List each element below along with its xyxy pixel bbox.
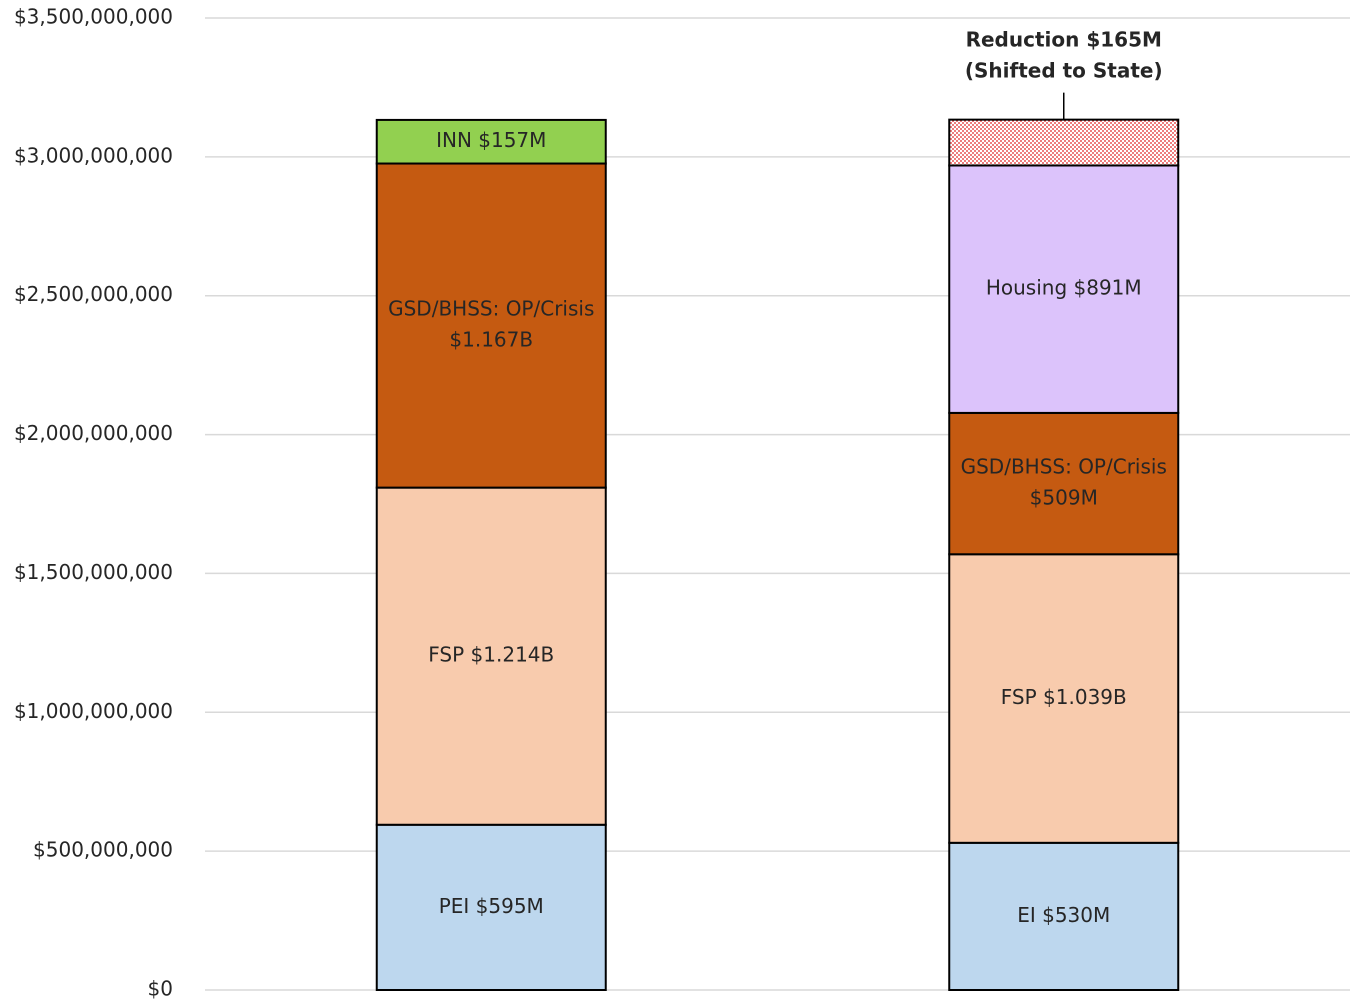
segment-label: (Shifted to State) [965,59,1163,83]
segment-label: $1.167B [449,328,533,352]
segment-label: FSP $1.214B [428,643,554,667]
y-tick-label: $1,500,000,000 [14,560,173,584]
segment-label: PEI $595M [439,894,544,918]
bar-segment [948,841,1180,991]
bar-segment [948,553,1180,844]
segment-label: FSP $1.039B [1001,685,1127,709]
segment-label: Reduction $165M [966,28,1162,52]
segment-label: INN $157M [436,128,546,152]
bar-segment [375,823,607,992]
bar-segment [948,118,1180,167]
bar-segment [375,162,607,489]
y-tick-label: $500,000,000 [33,838,173,862]
y-tick-label: $2,000,000,000 [14,421,173,445]
segment-label: $509M [1030,486,1098,510]
y-tick-label: $0 [148,977,173,1001]
y-tick-label: $3,000,000,000 [14,143,173,167]
bar-segment [948,164,1180,414]
segment-label: Housing $891M [986,276,1142,300]
segment-label: EI $530M [1017,903,1110,927]
y-tick-label: $3,500,000,000 [14,5,173,29]
segment-label: GSD/BHSS: OP/Crisis [961,455,1167,479]
segment-label: GSD/BHSS: OP/Crisis [388,297,594,321]
y-tick-label: $1,000,000,000 [14,699,173,723]
bar-segment [375,486,607,826]
y-tick-label: $2,500,000,000 [14,282,173,306]
bar-segment [375,118,607,165]
bar-segment [948,411,1180,556]
